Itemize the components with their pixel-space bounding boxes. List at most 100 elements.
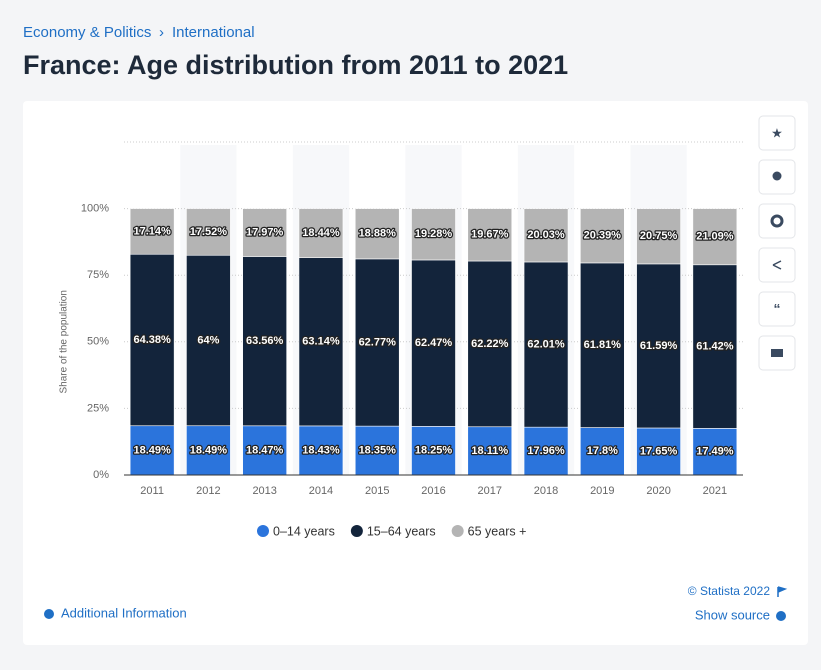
data-label: 17.96%: [527, 445, 565, 457]
data-label: 61.81%: [584, 339, 622, 351]
bell-icon: [772, 171, 782, 181]
bar-segment: [354, 208, 400, 260]
y-tick-label: 100%: [81, 203, 109, 215]
print-icon: [771, 349, 783, 357]
bar-segment: [467, 426, 513, 476]
bar-segment: [411, 426, 456, 476]
x-tick-label: 2018: [534, 485, 558, 497]
legend-label[interactable]: 0–14 years: [273, 524, 335, 538]
data-label: 63.14%: [302, 336, 340, 348]
legend-marker: [350, 525, 363, 537]
data-label: 64.38%: [133, 334, 171, 346]
x-tick-label: 2012: [196, 485, 220, 497]
x-tick-label: 2014: [309, 485, 333, 497]
data-label: 18.44%: [302, 227, 340, 239]
quote-icon: “: [774, 301, 781, 317]
legend-marker: [451, 525, 464, 537]
x-tick-label: 2013: [252, 485, 276, 497]
data-label: 17.52%: [190, 226, 228, 238]
data-label: 20.39%: [584, 230, 622, 242]
bar-segment: [636, 208, 681, 265]
breadcrumb-link[interactable]: Economy & Politics: [23, 24, 151, 41]
data-label: 64%: [197, 334, 219, 346]
x-tick-label: 2020: [646, 485, 670, 497]
x-tick-label: 2015: [365, 485, 389, 497]
legend-label[interactable]: 65 years +: [468, 524, 527, 538]
bar-segment: [580, 262, 625, 428]
page-title: France: Age distribution from 2011 to 20…: [23, 50, 568, 80]
favorite-button[interactable]: [758, 115, 796, 151]
y-tick-label: 75%: [87, 269, 109, 281]
cite-button[interactable]: [758, 291, 796, 327]
bar-segment: [467, 208, 513, 262]
bar-segment: [692, 428, 738, 476]
data-label: 19.67%: [471, 229, 509, 241]
info-icon: [776, 611, 786, 621]
bar-segment: [523, 261, 569, 428]
bar-segment: [411, 259, 456, 427]
show-source-link[interactable]: Show source: [695, 607, 770, 622]
y-tick-label: 0%: [93, 469, 109, 481]
bar-segment: [298, 208, 344, 258]
data-label: 18.11%: [471, 445, 508, 457]
bar-segment: [636, 263, 681, 429]
legend-marker: [257, 525, 269, 537]
data-label: 20.75%: [640, 230, 678, 242]
legend-label[interactable]: 15–64 years: [367, 524, 436, 538]
data-label: 62.47%: [415, 337, 453, 349]
bar-segment: [580, 427, 625, 476]
data-label: 61.59%: [640, 340, 678, 352]
data-label: 20.03%: [527, 229, 565, 241]
data-label: 18.88%: [359, 228, 397, 240]
data-label: 18.35%: [359, 444, 397, 456]
data-label: 17.97%: [246, 226, 284, 238]
bar-segment: [129, 253, 175, 427]
bar-segment: [242, 256, 287, 427]
bar-segment: [467, 260, 513, 428]
data-label: 61.42%: [696, 341, 734, 353]
data-label: 17.14%: [133, 225, 171, 237]
y-tick-label: 25%: [87, 402, 109, 414]
bar-segment: [186, 425, 231, 476]
data-label: 63.56%: [246, 335, 284, 347]
data-label: 17.65%: [640, 445, 678, 457]
data-label: 17.49%: [696, 446, 734, 458]
bar-segment: [129, 208, 175, 255]
data-label: 19.28%: [415, 228, 453, 240]
gear-icon: [770, 214, 784, 228]
bar-segment: [354, 258, 400, 427]
flag-icon: [777, 586, 788, 597]
bar-segment: [523, 208, 569, 263]
breadcrumb-separator: ›: [159, 24, 164, 41]
data-label: 62.22%: [471, 338, 509, 350]
x-tick-label: 2016: [421, 485, 445, 497]
bar-segment: [242, 208, 287, 257]
bar-segment: [186, 208, 231, 256]
share-button[interactable]: [758, 247, 796, 283]
share-icon: [772, 260, 782, 270]
data-label: 62.01%: [527, 338, 565, 350]
star-icon: ★: [771, 125, 783, 140]
y-tick-label: 50%: [87, 336, 109, 348]
copyright: © Statista 2022: [688, 584, 771, 598]
data-label: 18.25%: [415, 445, 453, 457]
settings-button[interactable]: [758, 203, 796, 239]
x-tick-label: 2019: [590, 485, 614, 497]
bar-segment: [186, 254, 231, 427]
bar-segment: [692, 208, 738, 266]
side-buttons: ★ “: [758, 115, 796, 371]
additional-info-link[interactable]: Additional Information: [61, 605, 187, 620]
breadcrumb-link[interactable]: International: [172, 24, 255, 41]
data-label: 18.43%: [302, 444, 340, 456]
data-label: 18.47%: [246, 444, 284, 456]
bar-segment: [411, 208, 456, 261]
chart: 0% 25% 50% 75% 100% Share of the population 20…: [59, 141, 743, 538]
bar-segment: [692, 264, 738, 429]
bar-segment: [580, 208, 625, 264]
x-tick-label: 2021: [703, 485, 727, 497]
x-tick-label: 2011: [140, 485, 164, 497]
data-label: 18.49%: [190, 444, 228, 456]
data-label: 21.09%: [696, 231, 734, 243]
y-axis-label: Share of the population: [59, 290, 70, 393]
